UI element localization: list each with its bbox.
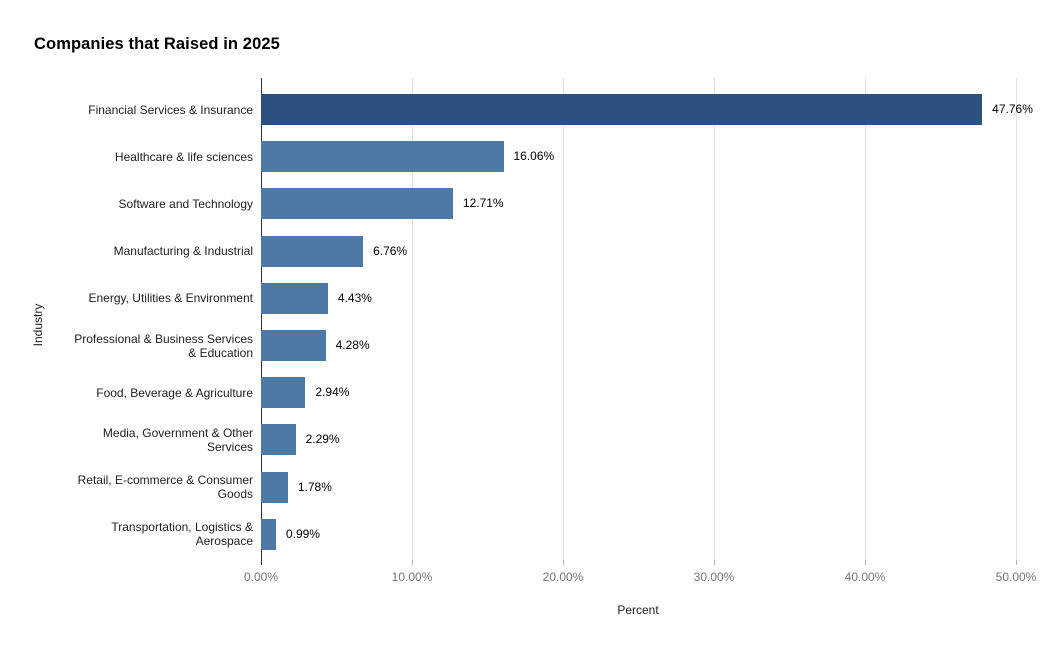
bar[interactable]	[261, 141, 504, 173]
gridline	[713, 78, 715, 560]
category-label-line: Manufacturing & Industrial	[113, 244, 253, 259]
value-label: 6.76%	[373, 243, 408, 258]
value-label: 2.94%	[315, 385, 350, 400]
bar[interactable]	[261, 282, 328, 314]
value-label: 16.06%	[513, 149, 555, 164]
bar[interactable]	[261, 330, 326, 361]
bar[interactable]	[261, 235, 364, 267]
x-axis-tick	[713, 560, 715, 565]
value-label: 4.28%	[335, 338, 370, 352]
value-label: 4.43%	[337, 290, 372, 305]
x-tick-label: 30.00%	[693, 570, 735, 584]
category-label-line: Energy, Utilities & Environment	[88, 291, 253, 306]
category-label: Energy, Utilities & Environment	[51, 291, 253, 305]
gridline	[562, 78, 564, 560]
bar[interactable]	[261, 471, 288, 503]
category-label: Manufacturing & Industrial	[51, 244, 253, 258]
y-axis-title: Industry	[31, 303, 45, 347]
category-label: Retail, E-commerce & Consumer Goods	[51, 473, 253, 501]
category-label-line: Food, Beverage & Agriculture	[96, 385, 253, 400]
x-axis-tick	[864, 560, 866, 565]
category-label: Professional & Business Services & Educat…	[51, 332, 253, 360]
value-label: 1.78%	[297, 479, 332, 494]
x-axis-title: Percent	[617, 603, 659, 617]
x-tick-label: 50.00%	[995, 570, 1037, 584]
value-label: 2.29%	[305, 432, 340, 447]
category-label-line: Media, Government & Other	[102, 425, 253, 440]
bar[interactable]	[261, 424, 296, 456]
y-axis-line	[260, 78, 262, 565]
category-label-line: Goods	[217, 487, 253, 502]
category-label: Financial Services & Insurance	[51, 103, 253, 117]
x-tick-label: 0.00%	[243, 570, 279, 584]
value-label: 0.99%	[285, 526, 320, 541]
value-label: 12.71%	[462, 196, 504, 211]
plot-area: 0.00% 10.00% 20.00% 30.00% 40.00% 50.00% 47.76…	[74, 78, 1036, 584]
bar[interactable]	[261, 377, 306, 409]
gridline	[864, 78, 866, 560]
category-label-line: Healthcare & life sciences	[114, 149, 253, 164]
category-label-line: Software and Technology	[118, 196, 253, 211]
x-tick-label: 40.00%	[844, 570, 886, 584]
category-label-line: Retail, E-commerce & Consumer	[77, 473, 253, 488]
x-tick-label: 20.00%	[542, 570, 584, 584]
x-axis-tick	[1015, 560, 1017, 565]
bar[interactable]	[261, 94, 983, 125]
category-label-line: Transportation, Logistics &	[111, 520, 253, 535]
bar[interactable]	[261, 188, 453, 220]
gridline	[1015, 78, 1017, 560]
value-label: 47.76%	[992, 102, 1033, 116]
bar[interactable]	[261, 518, 276, 550]
category-label: Media, Government & Other Services	[51, 426, 253, 454]
category-label: Food, Beverage & Agriculture	[51, 386, 253, 400]
gridline	[411, 78, 413, 560]
category-label-line: Professional & Business Services	[74, 331, 253, 346]
x-axis-tick	[562, 560, 564, 565]
category-label: Transportation, Logistics & Aerospace	[51, 520, 253, 548]
category-label: Software and Technology	[51, 197, 253, 211]
category-label: Healthcare & life sciences	[51, 150, 253, 164]
category-label-line: Financial Services & Insurance	[88, 102, 253, 117]
category-label-line: Aerospace	[195, 534, 253, 549]
category-label-line: & Education	[188, 345, 253, 360]
chart-title: Companies that Raised in 2025	[34, 35, 280, 53]
x-tick-label: 10.00%	[391, 570, 433, 584]
category-label-line: Services	[206, 439, 253, 454]
x-axis-tick	[411, 560, 413, 565]
